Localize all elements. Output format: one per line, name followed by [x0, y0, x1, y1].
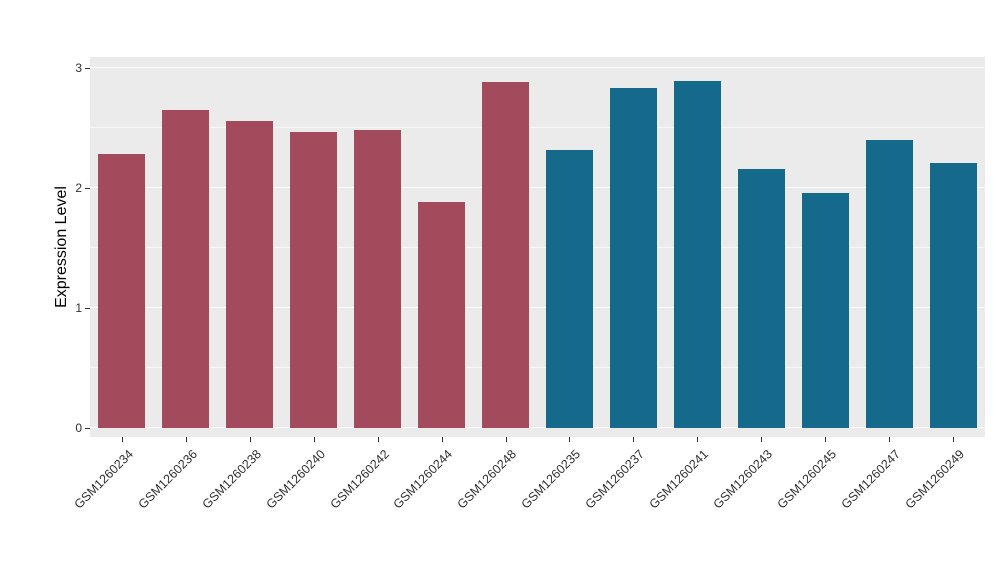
x-tick-label: GSM1260234: [71, 447, 136, 512]
x-tick-mark: [697, 437, 699, 442]
bar-GSM1260242: [354, 130, 402, 428]
grid-line-major: [90, 306, 985, 308]
x-tick-mark: [505, 437, 507, 442]
bar-GSM1260241: [673, 81, 721, 428]
x-tick-mark: [633, 437, 635, 442]
x-tick-mark: [377, 437, 379, 442]
x-tick-mark: [569, 437, 571, 442]
bar-GSM1260234: [98, 154, 146, 428]
x-tick-mark: [121, 437, 123, 442]
x-tick-mark: [889, 437, 891, 442]
grid-line-major: [90, 426, 985, 428]
grid-line-minor: [90, 127, 985, 128]
x-tick-label: GSM1260249: [902, 447, 967, 512]
y-tick-label: 3: [75, 61, 82, 75]
x-tick-mark: [185, 437, 187, 442]
grid-line-minor: [90, 247, 985, 248]
y-tick-label: 2: [75, 181, 82, 195]
x-tick-label: GSM1260247: [838, 447, 904, 512]
bar-GSM1260248: [482, 82, 530, 428]
bar-GSM1260240: [290, 131, 338, 428]
grid-line-major: [90, 186, 985, 188]
y-tick-mark: [85, 68, 90, 69]
x-tick-label: GSM1260243: [710, 447, 776, 512]
y-tick-mark: [85, 428, 90, 429]
x-tick-label: GSM1260235: [518, 447, 584, 512]
x-tick-mark: [761, 437, 763, 442]
x-tick-mark: [441, 437, 443, 442]
bar-GSM1260245: [801, 192, 849, 428]
x-tick-label: GSM1260245: [774, 447, 840, 512]
x-tick-label: GSM1260242: [327, 447, 392, 512]
x-tick-mark: [953, 437, 955, 442]
bar-GSM1260249: [929, 162, 977, 428]
y-axis-title: Expression Level: [53, 186, 70, 308]
y-tick-label: 1: [75, 301, 82, 315]
x-tick-mark: [249, 437, 251, 442]
plot-panel: [90, 57, 985, 437]
bar-GSM1260238: [226, 120, 274, 428]
x-tick-label: GSM1260244: [391, 447, 456, 512]
y-tick-mark: [85, 188, 90, 189]
x-tick-mark: [825, 437, 827, 442]
x-tick-mark: [313, 437, 315, 442]
y-tick-mark: [85, 308, 90, 309]
bar-GSM1260247: [865, 140, 913, 428]
bar-GSM1260236: [162, 110, 210, 428]
x-tick-label: GSM1260236: [135, 447, 200, 512]
bar-GSM1260244: [418, 202, 466, 428]
bar-GSM1260243: [737, 168, 785, 428]
x-tick-label: GSM1260241: [646, 447, 712, 512]
y-tick-label: 0: [75, 421, 82, 435]
x-tick-label: GSM1260237: [582, 447, 648, 512]
grid-line-minor: [90, 367, 985, 368]
x-tick-label: GSM1260238: [199, 447, 264, 512]
bar-GSM1260237: [609, 88, 657, 428]
grid-line-major: [90, 66, 985, 68]
x-tick-label: GSM1260248: [455, 447, 520, 512]
bar-GSM1260235: [545, 149, 593, 428]
x-tick-label: GSM1260240: [263, 447, 328, 512]
